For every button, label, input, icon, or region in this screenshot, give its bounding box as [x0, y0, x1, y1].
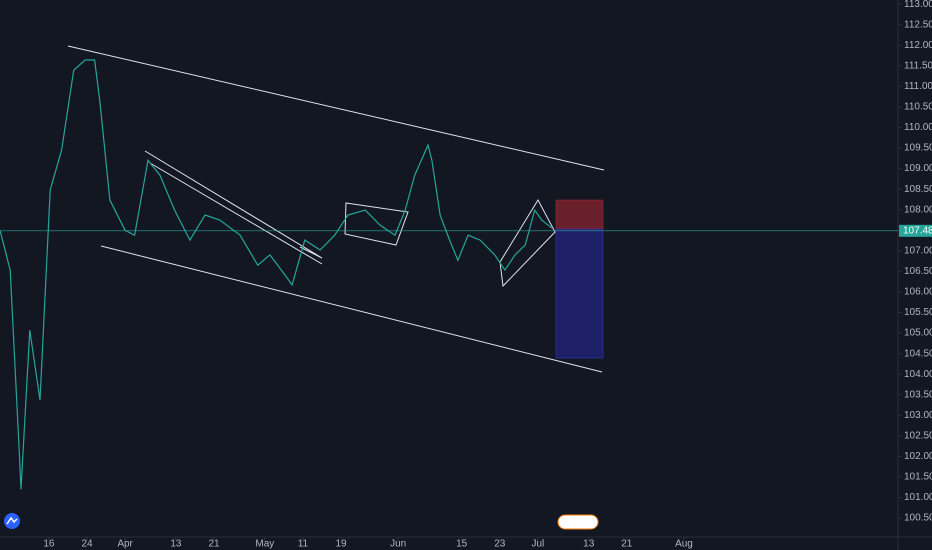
y-tick-label: 110.500: [904, 102, 932, 113]
y-tick-label: 103.000: [904, 410, 932, 421]
x-tick-label: Apr: [117, 539, 133, 550]
flag[interactable]: [344, 202, 409, 246]
y-tick-label: 102.000: [904, 451, 932, 462]
events-badge[interactable]: [557, 514, 599, 530]
lower-channel-line[interactable]: [100, 245, 603, 373]
y-tick-label: 109.000: [904, 163, 932, 174]
y-tick-label: 106.500: [904, 266, 932, 277]
y-tick-label: 103.500: [904, 389, 932, 400]
x-tick-label: 13: [170, 539, 182, 550]
wedge-upper[interactable]: [144, 150, 323, 259]
y-tick-label: 104.000: [904, 369, 932, 380]
logo-circle[interactable]: [4, 513, 20, 529]
drawings: [67, 45, 605, 373]
rising-wedge[interactable]: [499, 198, 556, 288]
logo-mark: [6, 516, 18, 525]
x-tick-label: 23: [494, 539, 506, 550]
wedge-lower[interactable]: [149, 162, 323, 265]
x-tick-label: 15: [456, 539, 468, 550]
y-tick-label: 113.000: [904, 0, 932, 10]
target-zone[interactable]: [555, 228, 604, 359]
upper-channel-line[interactable]: [67, 45, 605, 171]
last-price-label: 107.486: [903, 225, 932, 236]
y-tick-label: 100.500: [904, 513, 932, 524]
y-tick-label: 108.000: [904, 204, 932, 215]
x-tick-label: 16: [43, 539, 55, 550]
x-tick-label: 19: [335, 539, 347, 550]
tv-logo[interactable]: [4, 513, 20, 529]
x-tick-label: 13: [583, 539, 595, 550]
y-tick-label: 112.500: [904, 19, 932, 30]
y-tick-label: 107.000: [904, 245, 932, 256]
y-tick-label: 105.500: [904, 307, 932, 318]
last-price-box: [899, 224, 932, 237]
y-tick-label: 104.500: [904, 348, 932, 359]
x-tick-label: Jul: [532, 539, 545, 550]
y-tick-label: 109.500: [904, 143, 932, 154]
y-tick-label: 101.000: [904, 492, 932, 503]
x-tick-label: 21: [208, 539, 220, 550]
x-tick-label: Jun: [390, 539, 406, 550]
price-line: [0, 59, 553, 490]
y-tick-label: 110.000: [904, 122, 932, 133]
x-tick-label: May: [255, 539, 274, 550]
badge[interactable]: [557, 514, 599, 530]
y-tick-label: 102.500: [904, 430, 932, 441]
x-tick-label: 24: [81, 539, 93, 550]
y-tick-label: 111.500: [904, 60, 932, 71]
x-tick-label: 11: [298, 539, 309, 550]
x-tick-label: 21: [621, 539, 633, 550]
x-tick-label: Aug: [675, 539, 693, 550]
y-tick-label: 112.000: [904, 40, 932, 51]
y-tick-label: 101.500: [904, 472, 932, 483]
y-tick-label: 111.000: [904, 81, 932, 92]
y-tick-label: 108.500: [904, 184, 932, 195]
y-tick-label: 106.000: [904, 287, 932, 298]
stop-zone[interactable]: [555, 199, 604, 230]
y-tick-label: 105.000: [904, 328, 932, 339]
